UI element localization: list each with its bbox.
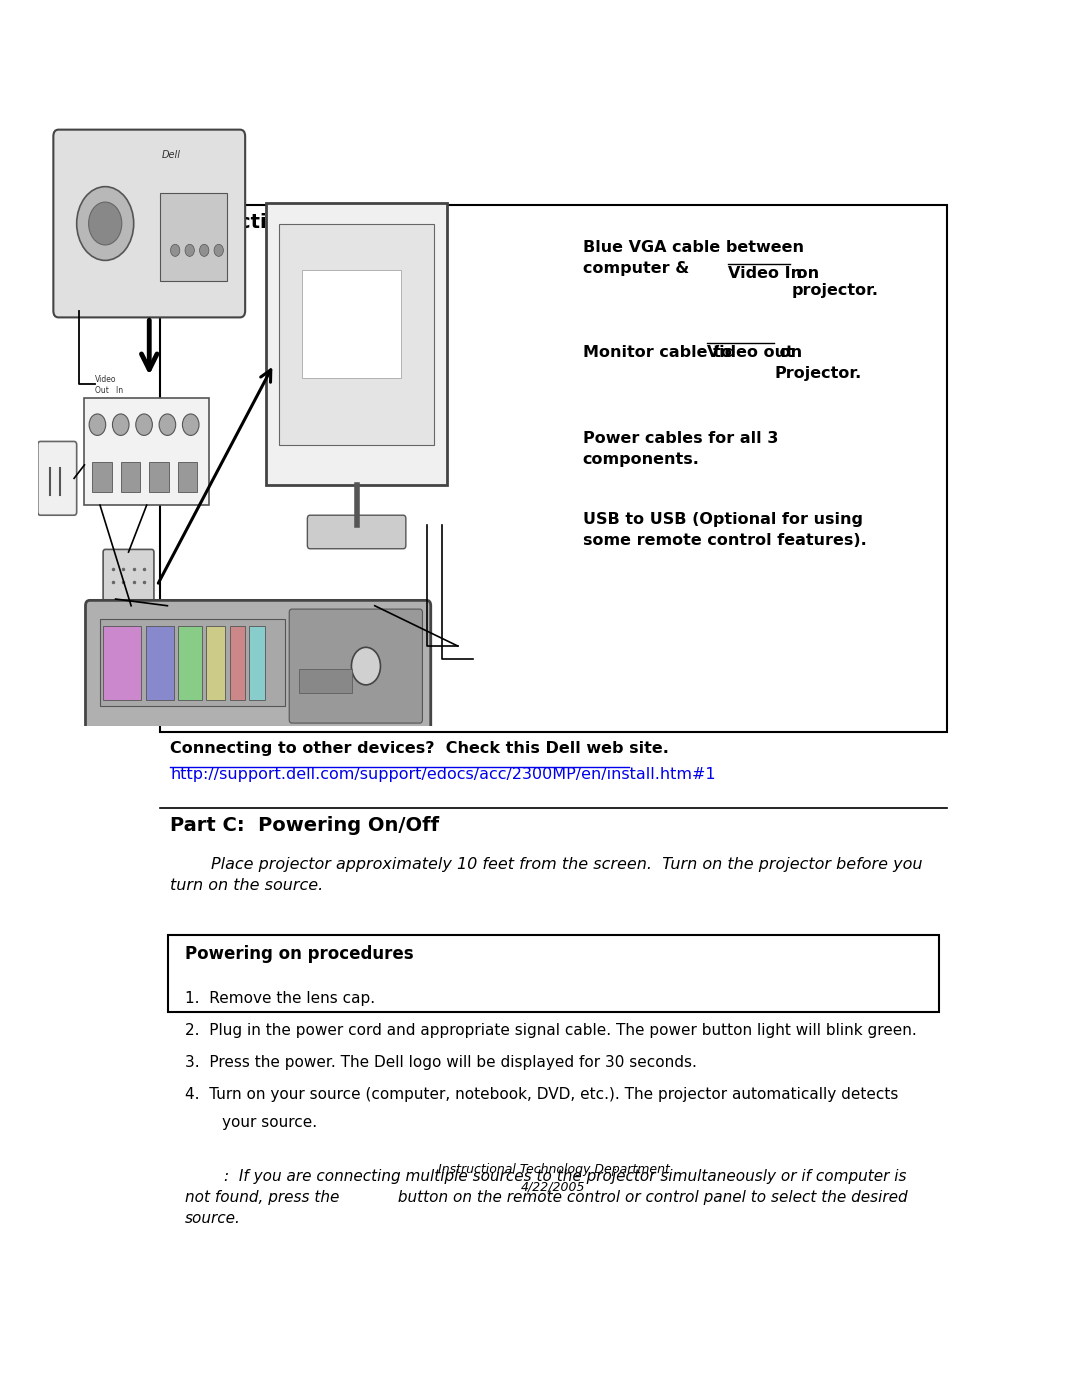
Text: your source.: your source.: [222, 1115, 318, 1130]
Text: Video In: Video In: [728, 265, 801, 281]
Text: on
projector.: on projector.: [792, 265, 878, 298]
Text: Connecting to other devices?  Check this Dell web site.: Connecting to other devices? Check this …: [171, 740, 669, 756]
Bar: [168, 935, 939, 1011]
Text: :  If you are connecting multiple sources to the projector simultaneously or if : : If you are connecting multiple sources…: [186, 1169, 908, 1227]
Text: Blue VGA cable between
computer &: Blue VGA cable between computer &: [583, 240, 804, 275]
Text: Place projector approximately 10 feet from the screen.  Turn on the projector be: Place projector approximately 10 feet fr…: [171, 858, 922, 893]
Text: 4.  Turn on your source (computer, notebook, DVD, etc.). The projector automatic: 4. Turn on your source (computer, notebo…: [186, 1087, 899, 1102]
Circle shape: [351, 647, 380, 685]
Text: 2.  Plug in the power cord and appropriate signal cable. The power button light : 2. Plug in the power cord and appropriat…: [186, 1023, 917, 1038]
Circle shape: [159, 414, 176, 436]
Circle shape: [214, 244, 224, 257]
Circle shape: [185, 244, 194, 257]
Bar: [279, 224, 434, 444]
FancyBboxPatch shape: [53, 130, 245, 317]
FancyBboxPatch shape: [289, 609, 422, 724]
Text: on
Projector.: on Projector.: [774, 345, 862, 381]
Text: Power cables for all 3
components.: Power cables for all 3 components.: [583, 432, 779, 467]
Bar: [249, 626, 265, 700]
Text: Dell: Dell: [162, 149, 181, 159]
FancyBboxPatch shape: [38, 441, 77, 515]
Text: 4/22/2005: 4/22/2005: [522, 1180, 585, 1194]
Circle shape: [77, 187, 134, 260]
Bar: [146, 626, 174, 700]
Text: Powering on procedures: Powering on procedures: [186, 946, 414, 964]
Bar: [160, 205, 947, 732]
Bar: [178, 626, 202, 700]
Bar: [206, 626, 226, 700]
Bar: [149, 461, 168, 492]
Text: Connecting to a desktop: Connecting to a desktop: [171, 212, 440, 232]
Bar: [103, 626, 141, 700]
Bar: [92, 461, 112, 492]
Text: USB to USB (Optional for using
some remote control features).: USB to USB (Optional for using some remo…: [583, 511, 866, 548]
Bar: [178, 461, 198, 492]
Text: Video
Out   In: Video Out In: [95, 376, 123, 394]
Bar: [302, 271, 401, 377]
Circle shape: [89, 203, 122, 244]
FancyBboxPatch shape: [308, 515, 406, 549]
Bar: [230, 626, 245, 700]
Circle shape: [183, 414, 199, 436]
Text: http://support.dell.com/support/edocs/acc/2300MP/en/install.htm#1: http://support.dell.com/support/edocs/ac…: [171, 767, 716, 782]
Bar: [100, 619, 285, 707]
Text: 1.  Remove the lens cap.: 1. Remove the lens cap.: [186, 990, 376, 1006]
Bar: [298, 669, 352, 693]
Bar: [121, 461, 140, 492]
FancyBboxPatch shape: [103, 549, 154, 602]
Text: Video out: Video out: [706, 345, 794, 360]
Circle shape: [136, 414, 152, 436]
Text: Instructional Technology Department: Instructional Technology Department: [437, 1162, 670, 1176]
FancyBboxPatch shape: [160, 193, 227, 281]
Circle shape: [171, 244, 180, 257]
Bar: [266, 204, 447, 485]
Bar: [84, 398, 208, 506]
Circle shape: [112, 414, 129, 436]
Text: Part C:  Powering On/Off: Part C: Powering On/Off: [171, 816, 440, 835]
FancyBboxPatch shape: [85, 601, 431, 732]
Circle shape: [90, 414, 106, 436]
Text: 3.  Press the power. The Dell logo will be displayed for 30 seconds.: 3. Press the power. The Dell logo will b…: [186, 1055, 697, 1070]
Text: Monitor cable to: Monitor cable to: [583, 345, 738, 360]
Circle shape: [200, 244, 208, 257]
